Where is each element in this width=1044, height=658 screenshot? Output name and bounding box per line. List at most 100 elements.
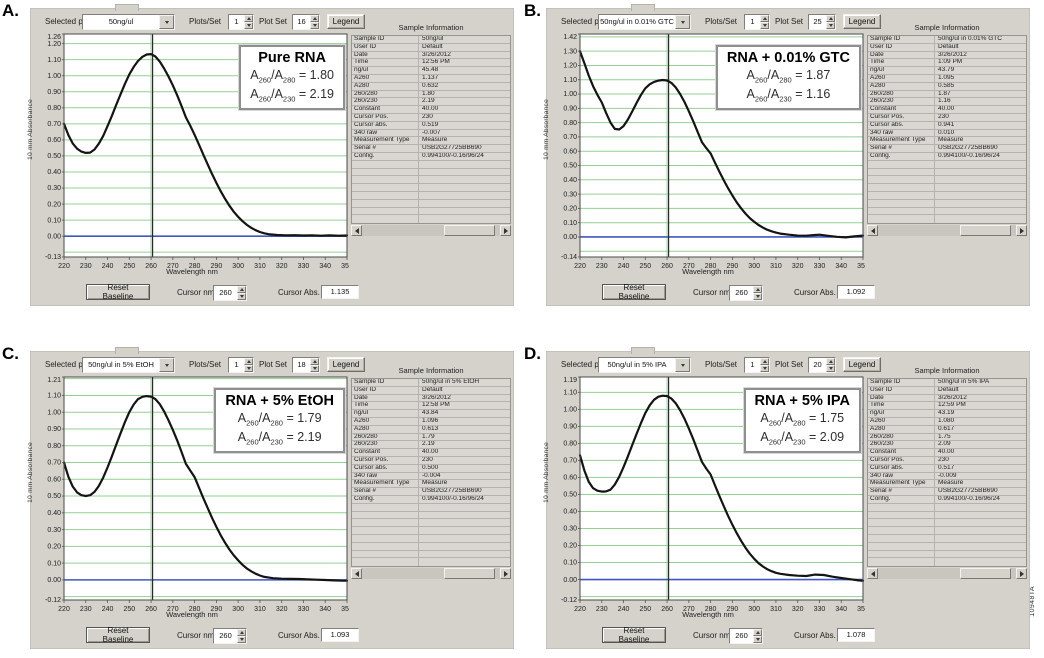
cursor-nm-stepper-down-button[interactable]: [237, 293, 246, 300]
absorbance-ratio: A260/A280 = 1.75: [760, 411, 845, 428]
cursor-nm-stepper-up-button[interactable]: [753, 629, 762, 636]
plot-set-stepper-down-button[interactable]: [310, 22, 319, 29]
x-tick-label: 270: [683, 263, 695, 270]
cursor-nm-stepper[interactable]: 260: [729, 285, 763, 301]
scrollbar-thumb[interactable]: [443, 225, 495, 237]
plots-per-set-stepper-down-button[interactable]: [244, 22, 253, 29]
y-tick-label: -0.14: [561, 254, 577, 261]
table-scrollbar[interactable]: [867, 225, 1027, 237]
legend-button[interactable]: Legend: [843, 357, 881, 372]
table-row: 340 raw -0.007: [352, 129, 510, 138]
dropdown-button[interactable]: [675, 358, 690, 372]
dropdown-button[interactable]: [675, 15, 690, 29]
table-scrollbar[interactable]: [867, 568, 1027, 580]
scroll-right-button[interactable]: [1016, 225, 1027, 237]
scrollbar-thumb[interactable]: [959, 568, 1011, 580]
plot-set-stepper[interactable]: 25: [808, 14, 836, 30]
plots-per-set-stepper-up-button[interactable]: [760, 15, 769, 22]
row-value: [935, 176, 1026, 183]
plots-per-set-stepper-up-button[interactable]: [760, 358, 769, 365]
plots-per-set-stepper-down-button[interactable]: [760, 22, 769, 29]
table-scrollbar[interactable]: [351, 225, 511, 237]
reset-baseline-button[interactable]: Reset Baseline: [86, 283, 150, 301]
annotation-title: RNA + 0.01% GTC: [726, 50, 850, 66]
cursor-abs-field[interactable]: 1.135: [321, 285, 359, 299]
plot-set-stepper-up-button[interactable]: [310, 15, 319, 22]
cursor-nm-stepper-up-button[interactable]: [237, 629, 246, 636]
table-row: Date 3/26/2012: [352, 394, 510, 403]
table-row-empty: [868, 542, 1026, 551]
legend-button[interactable]: Legend: [327, 357, 365, 372]
row-value: [935, 558, 1026, 566]
x-tick-label: 280: [189, 606, 201, 613]
cursor-nm-stepper-down-button[interactable]: [753, 293, 762, 300]
table-scrollbar[interactable]: [351, 568, 511, 580]
cursor-nm-stepper-up-button[interactable]: [753, 286, 762, 293]
cursor-nm-stepper[interactable]: 260: [213, 285, 247, 301]
plot-set-stepper-up-button[interactable]: [826, 358, 835, 365]
plots-per-set-stepper-value: 1: [234, 17, 239, 26]
sample-info-title: Sample Information: [914, 23, 980, 32]
row-label: [868, 215, 935, 224]
window-tab: [115, 347, 139, 354]
plots-per-set-stepper[interactable]: 1: [228, 357, 254, 373]
plot-set-stepper[interactable]: 16: [292, 14, 320, 30]
plots-per-set-stepper-up-button[interactable]: [244, 358, 253, 365]
selected-plot-dropdown[interactable]: 50ng/ul in 5% IPA: [598, 357, 691, 373]
window-tab: [115, 4, 139, 11]
dropdown-button[interactable]: [159, 358, 174, 372]
dropdown-button[interactable]: [159, 15, 174, 29]
plots-per-set-stepper-down-button[interactable]: [760, 365, 769, 372]
selected-plot-dropdown[interactable]: 50ng/ul in 5% EtOH: [82, 357, 175, 373]
cursor-nm-stepper-down-button[interactable]: [237, 636, 246, 643]
plot-set-stepper-up-button[interactable]: [826, 15, 835, 22]
plot-set-label: Plot Set: [775, 360, 804, 369]
selected-plot-dropdown[interactable]: 50ng/ul in 0.01% GTC: [598, 14, 691, 30]
selected-plot-dropdown[interactable]: 50ng/ul: [82, 14, 175, 30]
plot-set-stepper-down-button[interactable]: [826, 22, 835, 29]
scroll-right-button[interactable]: [500, 568, 511, 580]
plots-per-set-stepper[interactable]: 1: [744, 357, 770, 373]
plot-set-stepper[interactable]: 18: [292, 357, 320, 373]
row-label: Date: [352, 394, 419, 402]
plot-set-stepper-down-button[interactable]: [826, 365, 835, 372]
cursor-nm-stepper-down-button[interactable]: [753, 636, 762, 643]
triangle-up-icon: [762, 17, 767, 20]
table-row-empty: [352, 184, 510, 192]
legend-button[interactable]: Legend: [327, 14, 365, 29]
reset-baseline-button[interactable]: Reset Baseline: [602, 283, 666, 301]
scroll-left-button[interactable]: [867, 225, 878, 237]
plot-set-stepper-down-button[interactable]: [310, 365, 319, 372]
scrollbar-thumb[interactable]: [443, 568, 495, 580]
scroll-left-button[interactable]: [867, 568, 878, 580]
plot-set-stepper-up-button[interactable]: [310, 358, 319, 365]
plots-per-set-stepper-up-button[interactable]: [244, 15, 253, 22]
plots-per-set-stepper[interactable]: 1: [228, 14, 254, 30]
plot-set-stepper[interactable]: 20: [808, 357, 836, 373]
legend-button[interactable]: Legend: [843, 14, 881, 29]
cursor-abs-field[interactable]: 1.093: [321, 628, 359, 642]
cursor-nm-stepper[interactable]: 260: [729, 628, 763, 644]
row-value: 3/26/2012: [422, 51, 451, 58]
plots-per-set-stepper-down-button[interactable]: [244, 365, 253, 372]
cursor-nm-stepper-up-button[interactable]: [237, 286, 246, 293]
plots-per-set-stepper[interactable]: 1: [744, 14, 770, 30]
row-label: A280: [868, 82, 935, 90]
scrollbar-thumb[interactable]: [959, 225, 1011, 237]
cursor-nm-stepper[interactable]: 260: [213, 628, 247, 644]
row-value: 3/26/2012: [422, 394, 451, 401]
row-value: [419, 543, 510, 550]
x-tick-label: 240: [102, 263, 114, 270]
scroll-left-button[interactable]: [351, 225, 362, 237]
scroll-right-button[interactable]: [1016, 568, 1027, 580]
row-value: [419, 184, 510, 191]
plot-frame: [63, 33, 348, 258]
cursor-abs-field[interactable]: 1.092: [837, 285, 875, 299]
scroll-left-button[interactable]: [351, 568, 362, 580]
chevron-down-icon: [680, 363, 685, 367]
reset-baseline-button[interactable]: Reset Baseline: [86, 626, 150, 644]
reset-baseline-button[interactable]: Reset Baseline: [602, 626, 666, 644]
cursor-abs-field[interactable]: 1.078: [837, 628, 875, 642]
scroll-right-button[interactable]: [500, 225, 511, 237]
y-tick-label: 0.10: [563, 560, 577, 567]
